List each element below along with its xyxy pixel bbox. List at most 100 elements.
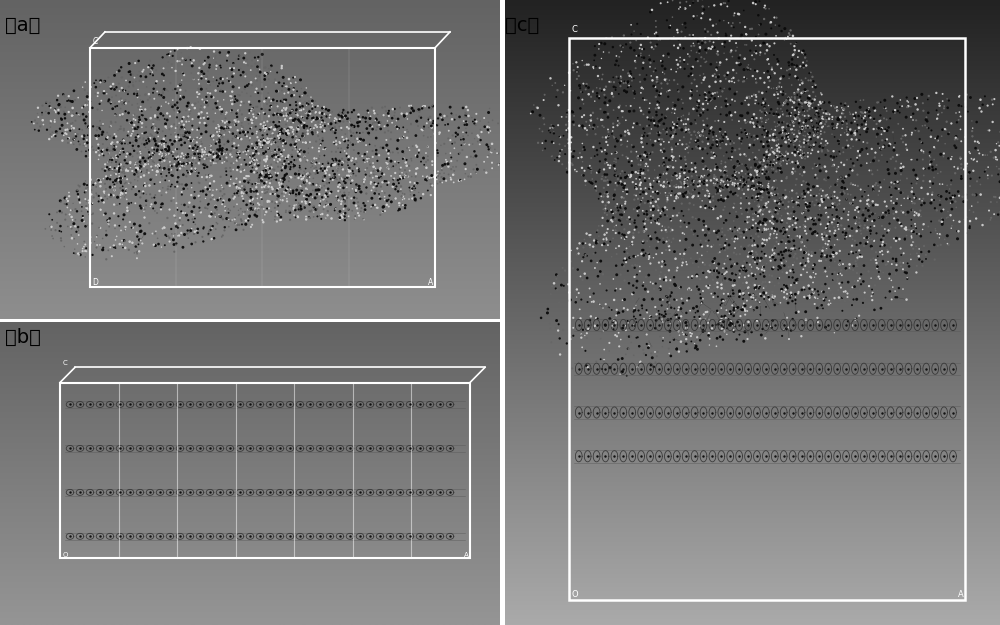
Point [628, 179, 644, 189]
Point [167, 100, 183, 110]
Point [831, 292, 847, 302]
Point [951, 191, 967, 201]
Point [593, 334, 609, 344]
Point [639, 121, 655, 131]
Point [622, 66, 638, 76]
Point [107, 166, 123, 176]
Point [96, 146, 112, 156]
Point [697, 162, 713, 172]
Point [801, 135, 817, 145]
Point [775, 253, 791, 263]
Point [756, 283, 772, 293]
Point [798, 138, 814, 148]
Point [641, 328, 657, 338]
Point [847, 116, 863, 126]
Point [715, 132, 731, 142]
Point [697, 72, 713, 82]
Point [642, 58, 658, 68]
Point [130, 102, 146, 112]
Point [608, 155, 624, 165]
Point [677, 114, 693, 124]
Point [191, 206, 207, 216]
Point [647, 228, 663, 238]
Point [266, 117, 282, 127]
Point [656, 181, 672, 191]
Point [873, 116, 889, 126]
Point [663, 161, 679, 171]
Point [765, 188, 781, 198]
Point [293, 113, 309, 123]
Point [610, 309, 626, 319]
Point [708, 182, 724, 192]
Point [239, 54, 255, 64]
Point [787, 111, 803, 121]
Point [72, 181, 88, 191]
Point [75, 211, 91, 221]
Point [281, 159, 297, 169]
Point [830, 138, 846, 148]
Point [774, 250, 790, 260]
Point [787, 295, 803, 305]
Point [328, 191, 344, 201]
Point [567, 166, 583, 176]
Point [288, 189, 304, 199]
Point [121, 206, 137, 216]
Point [676, 4, 692, 14]
Point [68, 131, 84, 141]
Point [375, 206, 391, 216]
Point [209, 59, 225, 69]
Point [705, 204, 721, 214]
Point [671, 313, 687, 323]
Point [705, 21, 721, 31]
Point [847, 276, 863, 286]
Point [711, 226, 727, 236]
Point [466, 119, 482, 129]
Point [727, 167, 743, 177]
Point [300, 111, 316, 121]
Point [168, 152, 184, 162]
Point [719, 323, 735, 333]
Point [331, 139, 347, 149]
Point [271, 145, 287, 155]
Point [250, 88, 266, 98]
Point [712, 140, 728, 150]
Point [43, 116, 59, 126]
Point [290, 211, 306, 221]
Point [605, 213, 621, 222]
Point [715, 309, 731, 319]
Point [791, 87, 807, 97]
Point [561, 288, 577, 298]
Point [817, 228, 833, 238]
Point [118, 177, 134, 187]
Point [300, 148, 316, 158]
Point [761, 59, 777, 69]
Point [699, 176, 715, 186]
Point [699, 121, 715, 131]
Point [144, 122, 160, 132]
Point [166, 106, 182, 116]
Point [869, 258, 885, 268]
Point [737, 274, 753, 284]
Point [788, 231, 804, 241]
Point [816, 204, 832, 214]
Point [297, 107, 313, 118]
Point [137, 128, 153, 138]
Point [396, 148, 412, 158]
Point [316, 126, 332, 136]
Point [451, 176, 467, 186]
Point [684, 158, 700, 168]
Point [162, 140, 178, 150]
Point [272, 215, 288, 225]
Point [224, 152, 240, 162]
Point [962, 216, 978, 226]
Point [727, 318, 743, 328]
Point [702, 285, 718, 295]
Point [109, 138, 125, 148]
Point [263, 139, 279, 149]
Point [165, 231, 181, 241]
Point [336, 135, 352, 145]
Point [661, 162, 677, 172]
Point [278, 103, 294, 113]
Point [203, 194, 219, 204]
Point [291, 135, 307, 145]
